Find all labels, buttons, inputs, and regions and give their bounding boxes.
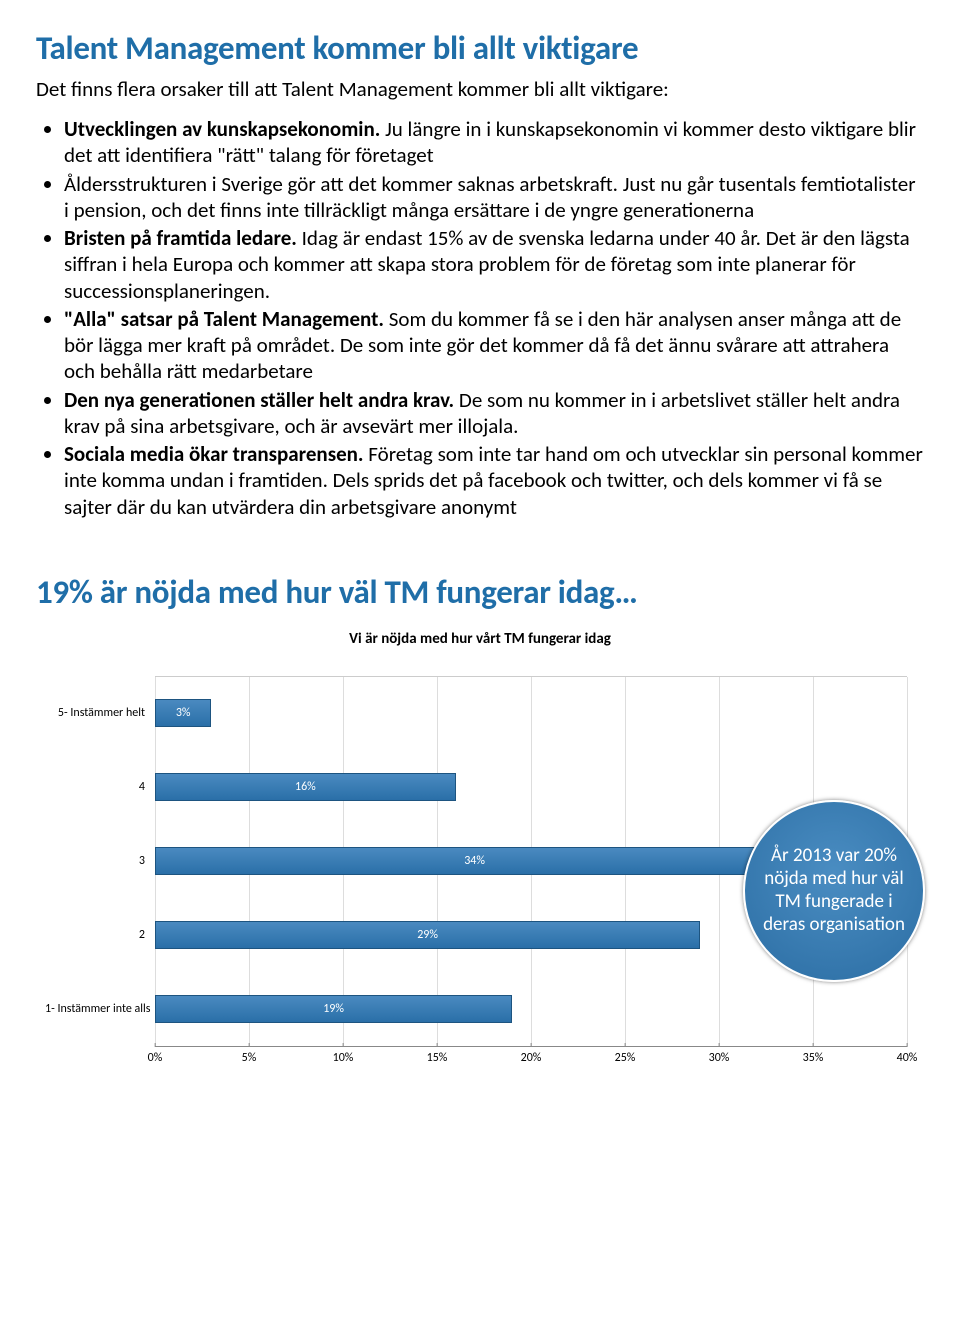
bullet-text: Åldersstrukturen i Sverige gör att det k… [64, 171, 916, 223]
chart-bar-label: 19% [323, 1002, 344, 1016]
bullet-item: Bristen på framtida ledare. Idag är enda… [64, 225, 924, 304]
chart-ylabel: 4 [45, 780, 155, 794]
bullet-bold: Den nya generationen ställer helt andra … [64, 387, 454, 413]
chart-bar-label: 3% [176, 706, 191, 720]
chart-ylabel: 2 [45, 928, 155, 942]
chart-xtick: 0% [148, 1051, 163, 1065]
chart-ylabel: 1- Instämmer inte alls [45, 1002, 155, 1016]
chart-xtick: 10% [333, 1051, 354, 1065]
callout-badge: År 2013 var 20% nöjda med hur väl TM fun… [743, 800, 925, 982]
chart-bar: 34% [155, 847, 794, 875]
chart-xtick: 40% [897, 1051, 918, 1065]
chart-bar: 29% [155, 921, 700, 949]
bullet-item: Sociala media ökar transparensen. Företa… [64, 441, 924, 520]
chart-bar: 16% [155, 773, 456, 801]
chart-x-axis: 0%5%10%15%20%25%30%35%40% [155, 1046, 907, 1068]
chart-bar-label: 34% [464, 854, 485, 868]
bullet-bold: "Alla" satsar på Talent Management. [64, 306, 384, 332]
chart-xtick: 20% [521, 1051, 542, 1065]
chart-xtick: 30% [709, 1051, 730, 1065]
bullet-item: Den nya generationen ställer helt andra … [64, 387, 924, 440]
satisfaction-chart: Vi är nöjda med hur vårt TM fungerar ida… [45, 630, 915, 1068]
bullet-bold: Bristen på framtida ledare. [64, 225, 297, 251]
section1-title: Talent Management kommer bli allt viktig… [36, 28, 924, 68]
chart-row: 5- Instämmer helt3% [155, 676, 907, 750]
chart-ylabel: 3 [45, 854, 155, 868]
chart-bar: 3% [155, 699, 211, 727]
bullet-bold: Utvecklingen av kunskapsekonomin. [64, 116, 380, 142]
chart-row: 1- Instämmer inte alls19% [155, 972, 907, 1046]
chart-bar-label: 16% [295, 780, 316, 794]
chart-xtick: 15% [427, 1051, 448, 1065]
chart-title: Vi är nöjda med hur vårt TM fungerar ida… [45, 630, 915, 648]
chart-xtick: 25% [615, 1051, 636, 1065]
section2-title: 19% är nöjda med hur väl TM fungerar ida… [36, 572, 924, 612]
chart-xtick: 35% [803, 1051, 824, 1065]
bullet-bold: Sociala media ökar transparensen. [64, 441, 364, 467]
bullet-item: Åldersstrukturen i Sverige gör att det k… [64, 171, 924, 224]
chart-bar-label: 29% [417, 928, 438, 942]
section1-intro: Det finns flera orsaker till att Talent … [36, 76, 924, 102]
bullet-item: Utvecklingen av kunskapsekonomin. Ju län… [64, 116, 924, 169]
chart-ylabel: 5- Instämmer helt [45, 706, 155, 720]
chart-xtick: 5% [242, 1051, 257, 1065]
callout-text: År 2013 var 20% nöjda med hur väl TM fun… [759, 845, 909, 936]
section1-bullets: Utvecklingen av kunskapsekonomin. Ju län… [36, 116, 924, 520]
bullet-item: "Alla" satsar på Talent Management. Som … [64, 306, 924, 385]
chart-bar: 19% [155, 995, 512, 1023]
